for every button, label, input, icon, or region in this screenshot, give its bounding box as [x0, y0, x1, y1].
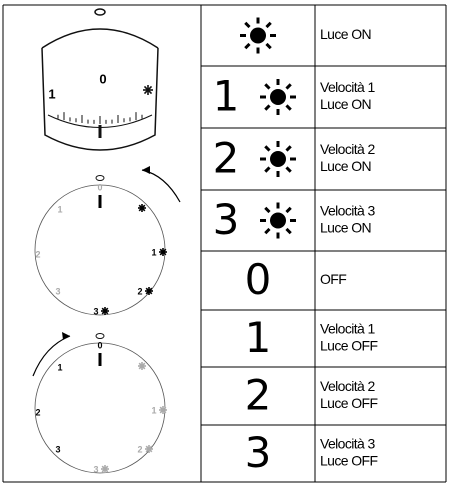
sun-ray: [285, 104, 292, 111]
sun-icon: [240, 17, 276, 54]
mode-description: Velocità 1: [320, 321, 376, 337]
star-ray: [138, 362, 146, 370]
sun-ray: [265, 42, 272, 50]
indicator-dot: [95, 175, 105, 181]
sun-icon: [260, 141, 296, 177]
knob-label: 0: [99, 71, 106, 86]
sun-ray: [285, 206, 292, 214]
mode-description: Velocità 3: [320, 203, 376, 219]
mode-digit: 2: [245, 371, 272, 420]
dial-label: 2: [137, 286, 142, 296]
mode-description: Luce ON: [320, 96, 371, 112]
star-ray: [138, 204, 146, 212]
sun-core: [270, 89, 286, 105]
sun-ray: [264, 206, 271, 214]
mode-digit: 3: [213, 195, 240, 244]
dial-label: 2: [137, 444, 142, 454]
mode-description: Luce ON: [320, 158, 371, 174]
knob: [41, 8, 159, 151]
sun-icon: [260, 202, 296, 239]
mode-description: Luce ON: [320, 220, 371, 236]
sun-core: [270, 212, 286, 229]
dial-label: 1: [57, 204, 62, 214]
mode-description: Luce OFF: [320, 453, 377, 469]
arrow-head: [62, 332, 70, 340]
dial-label: 1: [57, 362, 62, 372]
dial-label: 3: [55, 444, 60, 454]
sun-ray: [264, 145, 271, 152]
star-ray: [159, 406, 167, 414]
sun-ray: [285, 145, 292, 152]
knob-label: 1: [48, 86, 55, 101]
mode-description: Velocità 2: [320, 378, 376, 394]
sun-ray: [285, 166, 292, 173]
star-ray: [159, 248, 167, 256]
indicator-dot: [95, 333, 105, 339]
mode-digit: 2: [213, 134, 240, 183]
star-ray: [145, 445, 153, 453]
sun-ray: [285, 227, 292, 235]
dial-label: 0: [97, 182, 102, 192]
mode-description: Luce OFF: [320, 338, 377, 354]
star-ray: [145, 287, 153, 295]
mode-digit: 1: [213, 72, 240, 121]
dial-label: 1: [151, 247, 156, 257]
mode-description: Velocità 3: [320, 436, 376, 452]
knob-body: [41, 47, 159, 151]
rotation-arrow: [32, 335, 71, 377]
sun-ray: [244, 42, 251, 50]
mode-description: OFF: [320, 271, 346, 287]
dial-label: 2: [35, 407, 40, 417]
star-ray: [101, 307, 109, 315]
mode-description: Velocità 2: [320, 141, 376, 157]
sun-core: [250, 27, 266, 44]
sun-ray: [244, 21, 251, 29]
sun-icon: [260, 79, 296, 115]
mode-description: Velocità 1: [320, 79, 376, 95]
dial-label: 0: [97, 340, 102, 350]
sun-core: [270, 151, 286, 167]
sun-ray: [264, 166, 271, 173]
arrow-head: [142, 166, 150, 174]
mode-description: Luce ON: [320, 26, 371, 42]
indicator-dot: [94, 8, 106, 16]
mode-description: Luce OFF: [320, 395, 377, 411]
rotation-arrow: [141, 169, 181, 203]
star-ray: [143, 85, 153, 95]
sun-ray: [264, 104, 271, 111]
mode-digit: 1: [245, 313, 272, 362]
sun-ray: [264, 227, 271, 235]
dial-label: 1: [151, 405, 156, 415]
star-ray: [101, 465, 109, 473]
knob-top: [41, 28, 159, 49]
sun-ray: [285, 83, 292, 90]
dial-label: 2: [35, 249, 40, 259]
sun-ray: [264, 83, 271, 90]
mode-digit: 3: [245, 428, 272, 477]
dial-label: 3: [93, 464, 98, 474]
dial-label: 3: [93, 306, 98, 316]
sun-ray: [265, 21, 272, 29]
mode-digit: 0: [245, 255, 272, 304]
dial-label: 3: [55, 286, 60, 296]
